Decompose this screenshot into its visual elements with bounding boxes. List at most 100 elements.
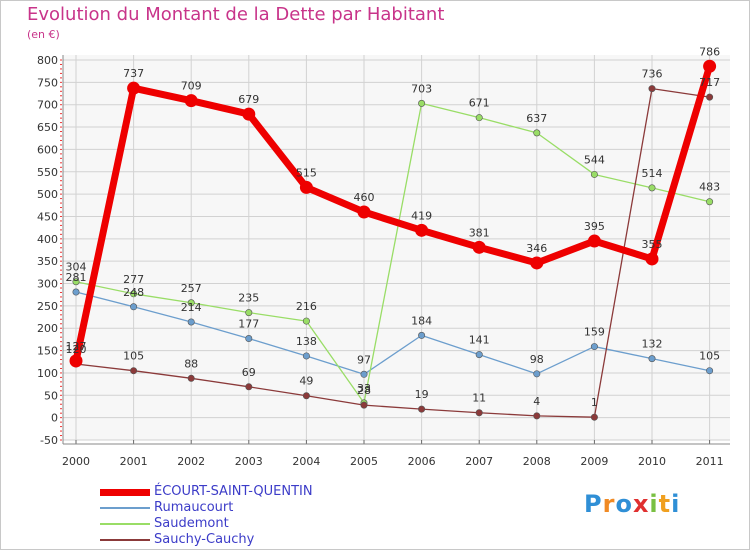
data-point bbox=[245, 335, 253, 343]
y-tick-label: 700 bbox=[37, 99, 58, 112]
data-label: 184 bbox=[411, 314, 432, 327]
x-tick-label: 2004 bbox=[292, 455, 320, 468]
y-tick-label: 750 bbox=[37, 76, 58, 89]
data-label: 97 bbox=[357, 353, 371, 366]
data-point bbox=[360, 370, 368, 378]
data-point bbox=[533, 370, 541, 378]
x-tick-label: 2000 bbox=[62, 455, 90, 468]
data-label: 737 bbox=[123, 67, 144, 80]
y-tick-label: 450 bbox=[37, 210, 58, 223]
data-label: 257 bbox=[181, 282, 202, 295]
x-tick-label: 2008 bbox=[523, 455, 551, 468]
legend-label: ÉCOURT-SAINT-QUENTIN bbox=[154, 484, 313, 499]
data-point bbox=[530, 256, 544, 270]
legend-swatch bbox=[100, 489, 150, 496]
data-point bbox=[245, 383, 253, 391]
series-line bbox=[72, 65, 713, 362]
data-label: 28 bbox=[357, 384, 371, 397]
data-point bbox=[418, 405, 426, 413]
data-label: 395 bbox=[584, 220, 605, 233]
data-label: 346 bbox=[526, 242, 547, 255]
data-label: 637 bbox=[526, 112, 547, 125]
y-tick-label: 600 bbox=[37, 143, 58, 156]
legend-swatch bbox=[100, 523, 150, 525]
x-tick-label: 2003 bbox=[235, 455, 263, 468]
legend-label: Saudemont bbox=[154, 516, 229, 531]
data-label: 159 bbox=[584, 326, 605, 339]
data-label: 544 bbox=[584, 153, 605, 166]
data-label: 736 bbox=[642, 68, 663, 81]
x-tick-label: 2007 bbox=[465, 455, 493, 468]
data-point bbox=[706, 93, 714, 101]
data-label: 703 bbox=[411, 82, 432, 95]
data-label: 98 bbox=[530, 353, 544, 366]
data-label: 69 bbox=[242, 366, 256, 379]
data-point bbox=[184, 94, 198, 108]
data-point bbox=[127, 81, 141, 95]
data-point bbox=[187, 374, 195, 382]
data-point bbox=[130, 367, 138, 375]
data-point bbox=[130, 290, 138, 298]
data-label: 235 bbox=[238, 292, 259, 305]
data-label: 214 bbox=[181, 301, 202, 314]
y-tick-label: 650 bbox=[37, 121, 58, 134]
x-tick-label: 2009 bbox=[580, 455, 608, 468]
data-label: 460 bbox=[354, 191, 375, 204]
data-point bbox=[69, 354, 83, 368]
data-point bbox=[475, 409, 483, 417]
data-point bbox=[418, 99, 426, 107]
y-tick-label: 300 bbox=[37, 278, 58, 291]
data-point bbox=[302, 392, 310, 400]
data-point bbox=[130, 303, 138, 311]
x-tick-label: 2010 bbox=[638, 455, 666, 468]
data-point bbox=[590, 170, 598, 178]
x-tick-label: 2001 bbox=[120, 455, 148, 468]
data-label: 419 bbox=[411, 209, 432, 222]
y-tick-label: 50 bbox=[44, 389, 58, 402]
data-label: 671 bbox=[469, 97, 490, 110]
legend-label: Sauchy-Cauchy bbox=[154, 532, 255, 547]
legend-swatch bbox=[100, 539, 150, 541]
data-point bbox=[415, 223, 429, 237]
x-tick-label: 2005 bbox=[350, 455, 378, 468]
data-point bbox=[302, 352, 310, 360]
data-label: 127 bbox=[66, 340, 87, 353]
x-tick-label: 2011 bbox=[696, 455, 724, 468]
legend-swatch bbox=[100, 507, 150, 509]
data-label: 514 bbox=[642, 167, 663, 180]
data-label: 177 bbox=[238, 318, 259, 331]
data-point bbox=[703, 59, 717, 73]
data-label: 515 bbox=[296, 166, 317, 179]
data-point bbox=[418, 331, 426, 339]
data-point bbox=[587, 234, 601, 248]
series-line bbox=[75, 102, 710, 404]
data-label: 717 bbox=[699, 76, 720, 89]
data-point bbox=[472, 240, 486, 254]
chart-subtitle: (en €) bbox=[27, 28, 60, 41]
series-line bbox=[75, 87, 710, 418]
data-label: 132 bbox=[642, 338, 663, 351]
data-point bbox=[475, 351, 483, 359]
data-label: 381 bbox=[469, 226, 490, 239]
data-label: 33 bbox=[357, 382, 371, 395]
data-point bbox=[357, 205, 371, 219]
data-label: 120 bbox=[66, 343, 87, 356]
data-label: 4 bbox=[533, 395, 540, 408]
y-tick-label: 500 bbox=[37, 188, 58, 201]
y-tick-label: 550 bbox=[37, 166, 58, 179]
data-label: 248 bbox=[123, 286, 144, 299]
data-point bbox=[360, 401, 368, 409]
data-point bbox=[533, 129, 541, 137]
y-tick-label: 0 bbox=[51, 412, 58, 425]
data-label: 1 bbox=[591, 396, 598, 409]
data-point bbox=[648, 184, 656, 192]
data-point bbox=[72, 278, 80, 286]
data-label: 138 bbox=[296, 335, 317, 348]
data-label: 281 bbox=[66, 271, 87, 284]
data-point bbox=[533, 412, 541, 420]
data-label: 786 bbox=[699, 45, 720, 58]
data-point bbox=[187, 318, 195, 326]
y-tick-label: -50 bbox=[40, 434, 58, 447]
data-label: 141 bbox=[469, 334, 490, 347]
